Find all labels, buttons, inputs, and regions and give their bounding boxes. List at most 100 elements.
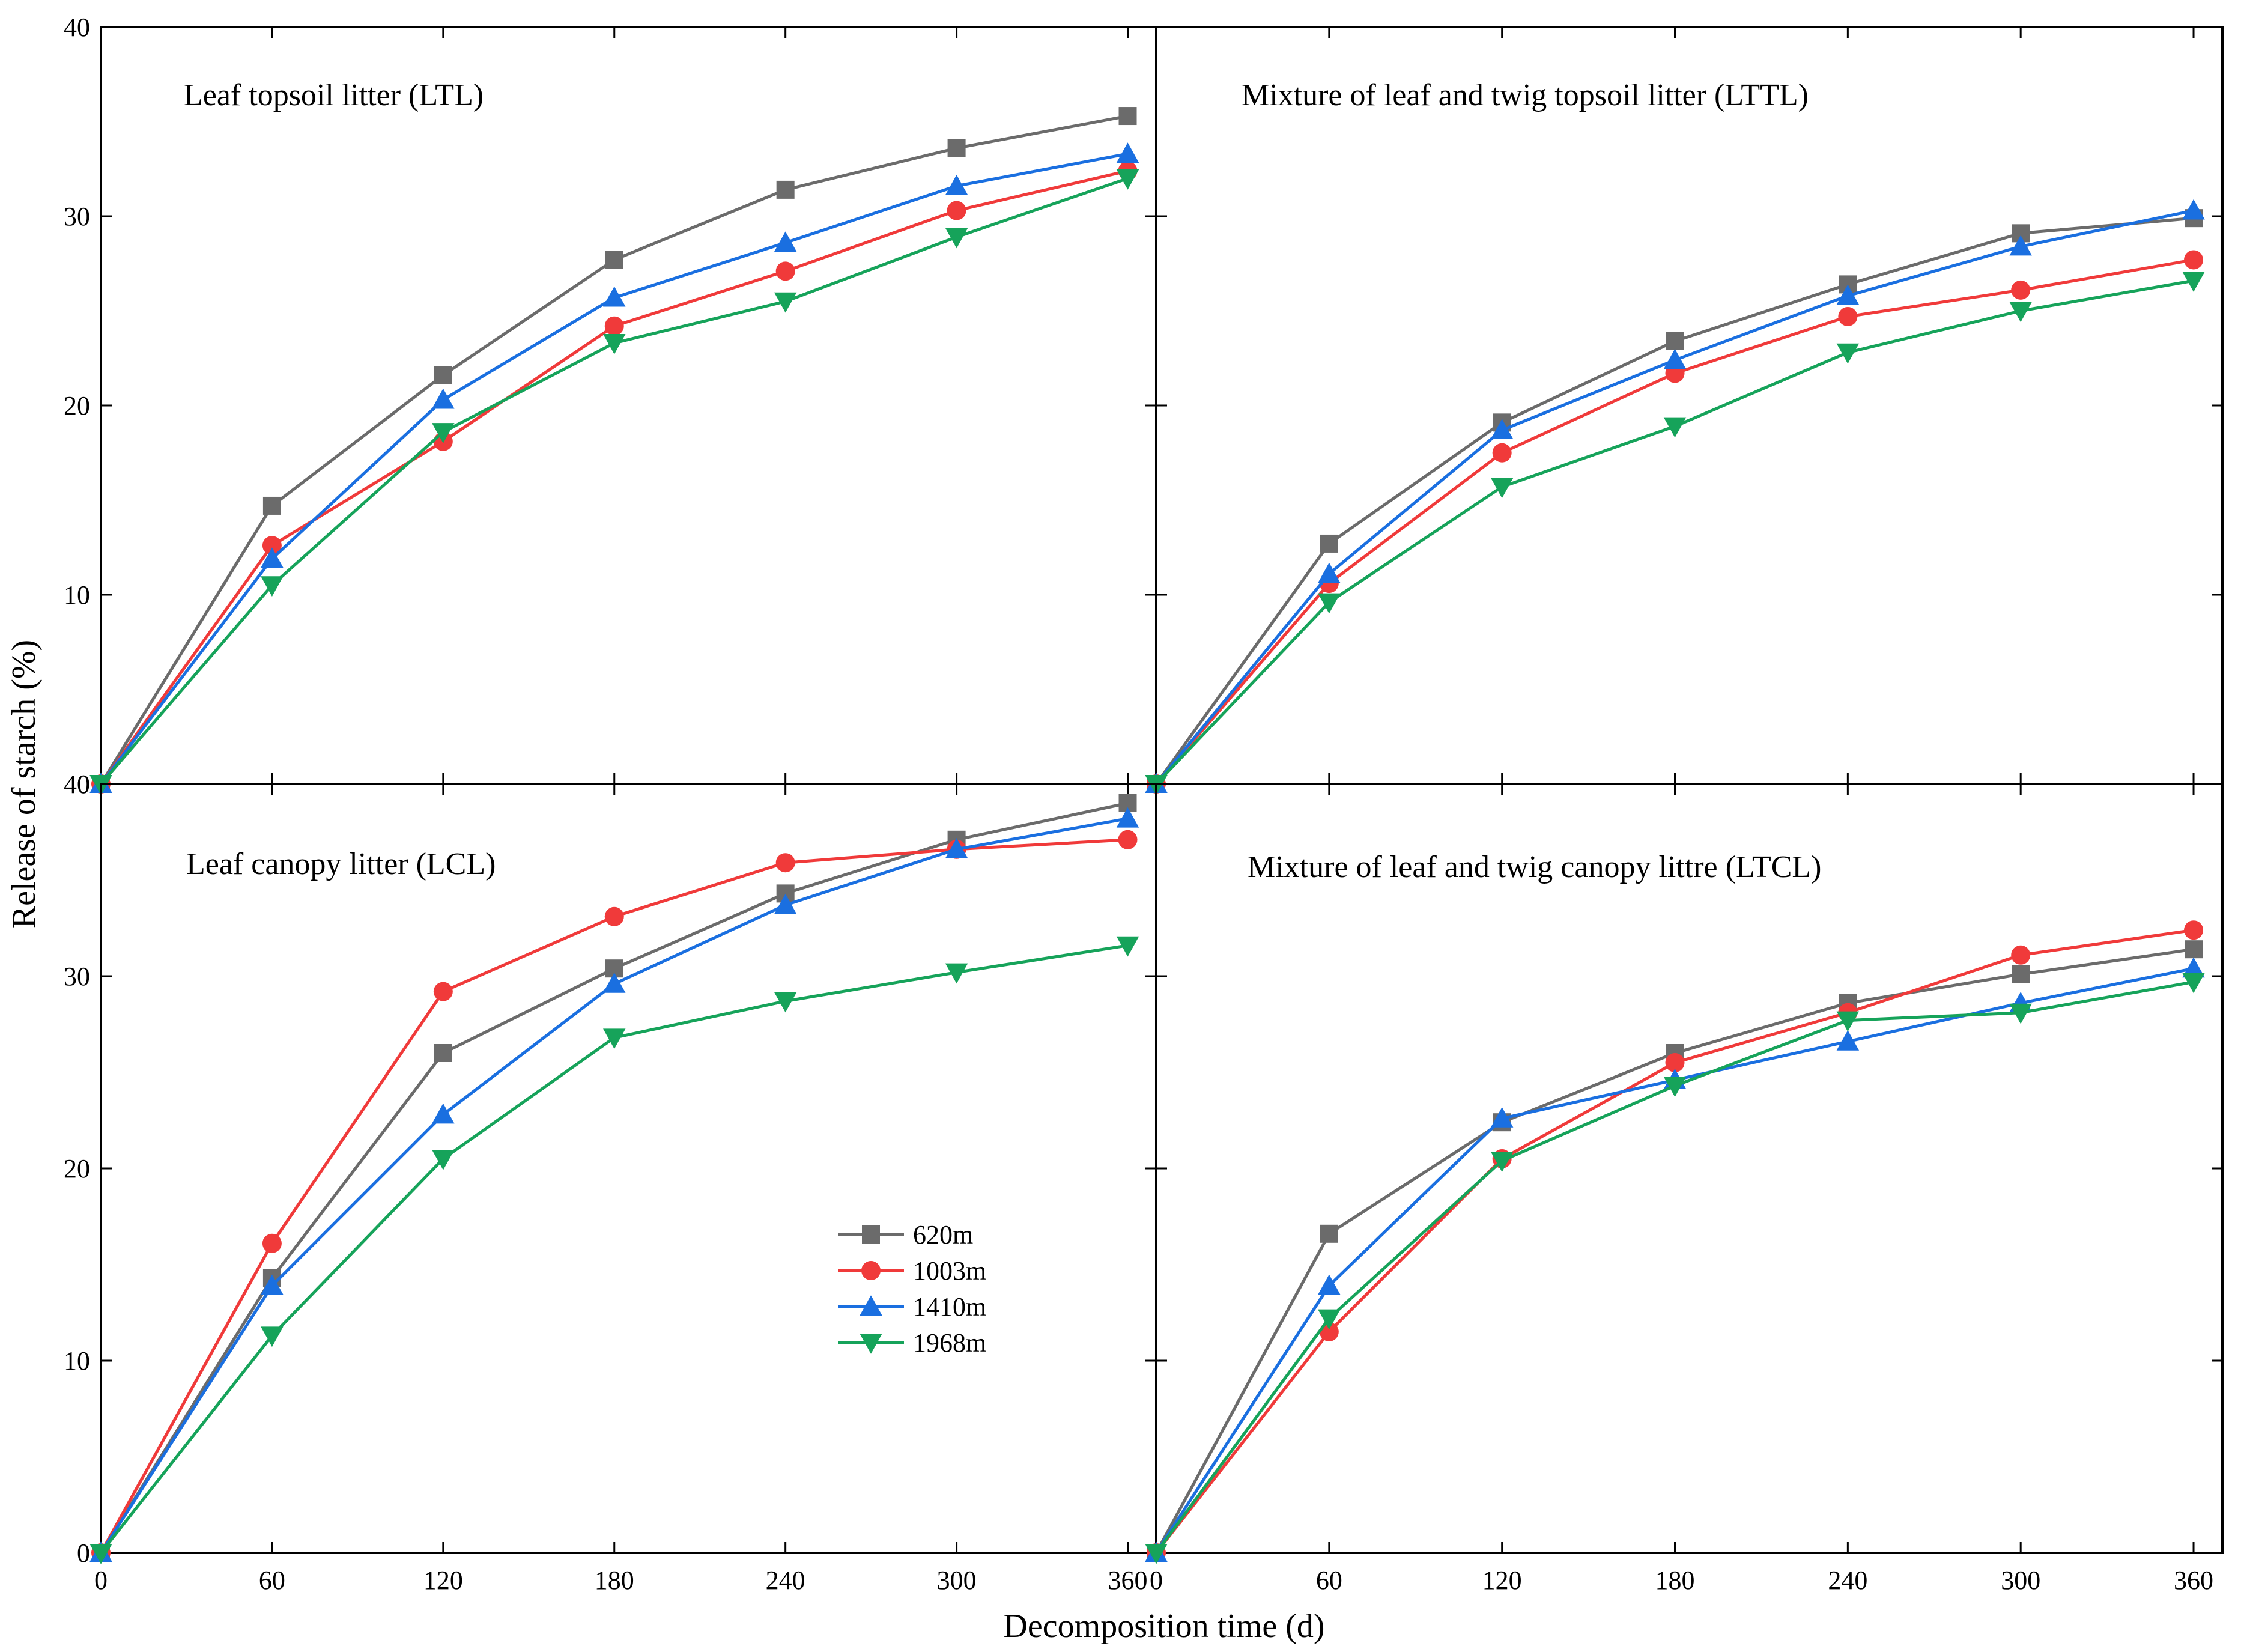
data-point-1968m (1116, 169, 1139, 190)
panel-frame (1155, 26, 2224, 785)
data-point-1968m (1490, 478, 1514, 499)
y-tick-label: 20 (64, 391, 90, 421)
series-line-1410m (100, 152, 1128, 785)
data-point-1003m (604, 316, 624, 336)
data-point-620m (262, 496, 281, 515)
x-tick-label: 300 (937, 1565, 977, 1595)
y-tick-label: 40 (64, 13, 90, 42)
legend-item-1410m: 1410m (838, 1292, 986, 1322)
data-point-1968m (432, 1150, 455, 1170)
data-point-1410m (1318, 562, 1341, 583)
data-point-620m (1666, 332, 1684, 350)
data-point-1003m (2184, 250, 2204, 270)
legend-label: 1410m (913, 1292, 986, 1322)
y-tick-label: 0 (77, 770, 90, 799)
data-point-1410m (432, 388, 455, 409)
data-point-1968m (1116, 936, 1139, 957)
data-point-1968m (2182, 272, 2205, 292)
legend-item-620m: 620m (838, 1220, 973, 1250)
x-tick-label: 0 (1150, 1565, 1163, 1595)
y-tick-label: 10 (64, 1346, 90, 1376)
data-point-1003m (947, 201, 966, 220)
x-tick-label: 360 (2174, 1565, 2213, 1595)
x-tick-label: 60 (1316, 1565, 1342, 1595)
x-tick-label: 180 (595, 1565, 634, 1595)
y-tick-label: 20 (64, 1154, 90, 1183)
data-point-1968m (603, 1028, 626, 1049)
series-line-620m (1154, 216, 2194, 785)
series-line-620m (99, 114, 1128, 785)
data-point-1410m (261, 1274, 284, 1295)
data-point-620m (434, 366, 452, 384)
data-point-1003m (1665, 1053, 1685, 1072)
series-1003m (91, 830, 1138, 1562)
y-tick-label: 40 (64, 770, 90, 799)
data-point-620m (776, 180, 795, 199)
data-point-1410m (945, 174, 968, 195)
data-point-1410m (2009, 235, 2032, 256)
series-620m (1147, 209, 2203, 793)
x-axis-title: Decomposition time (d) (1003, 1608, 1324, 1645)
data-point-1410m (1116, 142, 1139, 163)
series-line-1410m (1155, 209, 2194, 785)
data-point-620m (1320, 1224, 1338, 1243)
data-point-620m (1320, 534, 1338, 553)
panel-frame (1155, 783, 2224, 1554)
data-point-1410m (261, 547, 284, 568)
data-point-1968m (261, 1326, 284, 1347)
data-point-1968m (945, 963, 968, 984)
panel-title: Mixture of leaf and twig topsoil litter … (1242, 78, 1809, 112)
series-line-1003m (1155, 928, 2194, 1554)
panel-title: Leaf topsoil litter (LTL) (184, 78, 484, 112)
series-620m (1147, 940, 2203, 1562)
series-line-1003m (99, 838, 1128, 1554)
data-point-620m (947, 139, 966, 157)
data-point-1003m (262, 536, 282, 556)
data-point-1968m (1318, 1309, 1341, 1330)
legend-label: 620m (913, 1220, 973, 1250)
y-tick-label: 30 (64, 202, 90, 231)
panels-group: 0 10 20 30 40 Leaf topsoil litter (LTL) Mixtur… (64, 13, 2224, 1595)
data-point-1410m (603, 286, 626, 307)
legend-marker-1968m (860, 1334, 882, 1354)
data-point-1968m (1663, 1077, 1687, 1098)
y-tick-label: 30 (64, 962, 90, 991)
series-1968m (1145, 272, 2205, 795)
data-point-1968m (1836, 343, 1860, 364)
data-point-1410m (1490, 1107, 1514, 1128)
y-tick-label: 0 (77, 1538, 90, 1568)
data-point-1410m (2182, 199, 2205, 220)
data-point-1003m (604, 906, 624, 926)
legend-label: 1003m (913, 1256, 986, 1286)
y-tick-label: 10 (64, 580, 90, 610)
series-620m (92, 107, 1137, 793)
data-point-1003m (775, 261, 795, 281)
data-point-1968m (2009, 302, 2032, 323)
data-point-1003m (433, 982, 453, 1001)
data-point-1003m (1838, 306, 1858, 326)
data-point-1410m (1490, 419, 1514, 439)
legend-marker-620m (862, 1225, 880, 1244)
data-point-1968m (2009, 1003, 2032, 1024)
data-point-1410m (1116, 807, 1139, 828)
data-point-620m (2012, 965, 2030, 983)
series-line-620m (1154, 947, 2194, 1554)
data-point-1410m (774, 893, 797, 914)
data-point-1968m (1318, 593, 1341, 614)
data-point-1968m (774, 992, 797, 1013)
x-tick-label: 60 (259, 1565, 285, 1595)
data-point-1003m (2184, 920, 2204, 940)
data-point-1410m (945, 838, 968, 858)
x-tick-label: 120 (1482, 1565, 1522, 1595)
legend-marker-1003m (861, 1261, 881, 1280)
data-point-1410m (1836, 1030, 1860, 1051)
legend: 620m 1003m 1410m 1968m (838, 1220, 986, 1358)
data-point-1003m (1492, 443, 1512, 463)
data-point-1003m (1118, 830, 1138, 849)
data-point-1003m (2011, 280, 2031, 300)
data-point-1003m (2011, 945, 2031, 965)
panel-4: 0 60 120 180 240 300 360 Mixture of leaf and tw… (1145, 783, 2224, 1595)
data-point-1968m (261, 576, 284, 597)
legend-item-1003m: 1003m (838, 1256, 986, 1286)
series-line-1410m (99, 817, 1128, 1554)
